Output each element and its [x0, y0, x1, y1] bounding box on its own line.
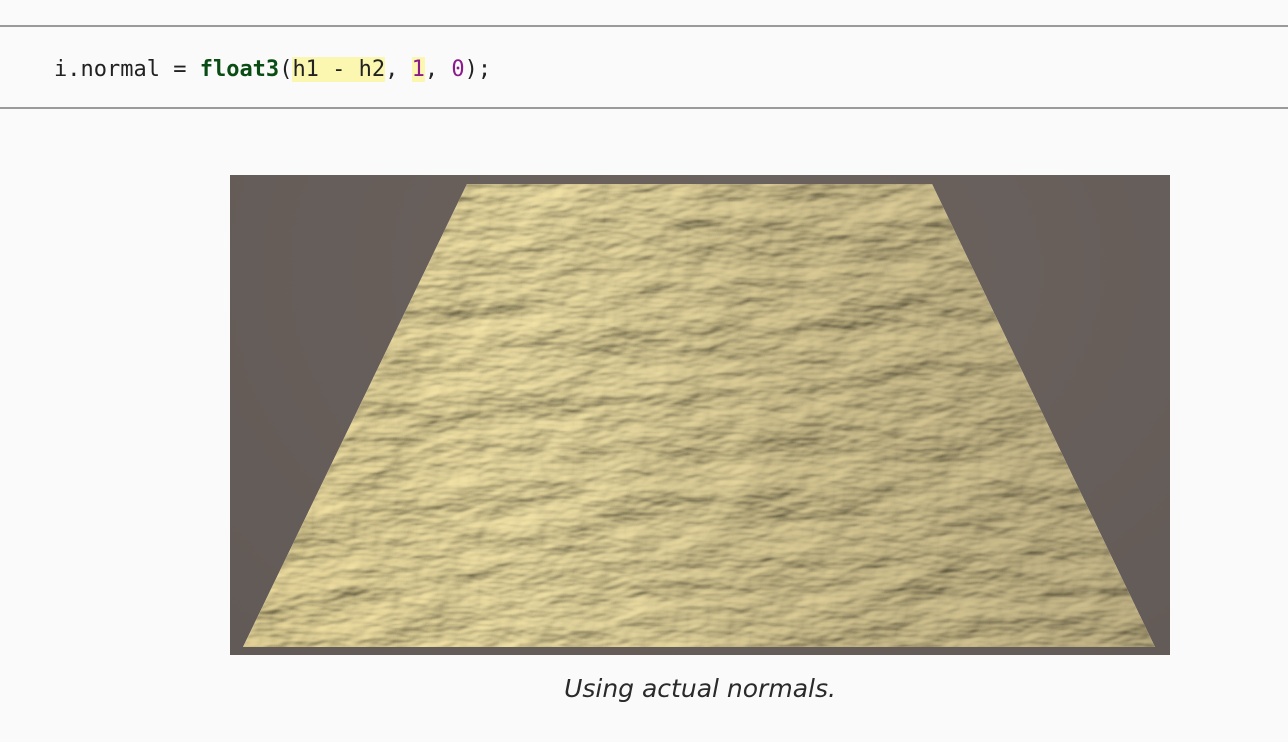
- code-block: i.normal = float3(h1 - h2, 1, 0);: [0, 25, 1288, 109]
- code-keyword-float3: float3: [200, 57, 279, 82]
- terrain-plane: [243, 184, 1155, 647]
- terrain-render-image: [230, 175, 1170, 655]
- code-open-paren: (: [279, 57, 292, 82]
- code-suffix: );: [465, 57, 492, 82]
- code-line: i.normal = float3(h1 - h2, 1, 0);: [54, 55, 491, 85]
- code-arg-highlight-2: 1: [412, 57, 425, 82]
- code-separator-1: ,: [385, 57, 412, 82]
- code-arg-highlight-1: h1 - h2: [292, 57, 385, 82]
- code-separator-2: ,: [425, 57, 452, 82]
- code-prefix: i.normal =: [54, 57, 200, 82]
- figure-caption: Using actual normals.: [230, 674, 1170, 703]
- code-arg-3: 0: [451, 57, 464, 82]
- rendered-terrain-figure: [230, 175, 1170, 655]
